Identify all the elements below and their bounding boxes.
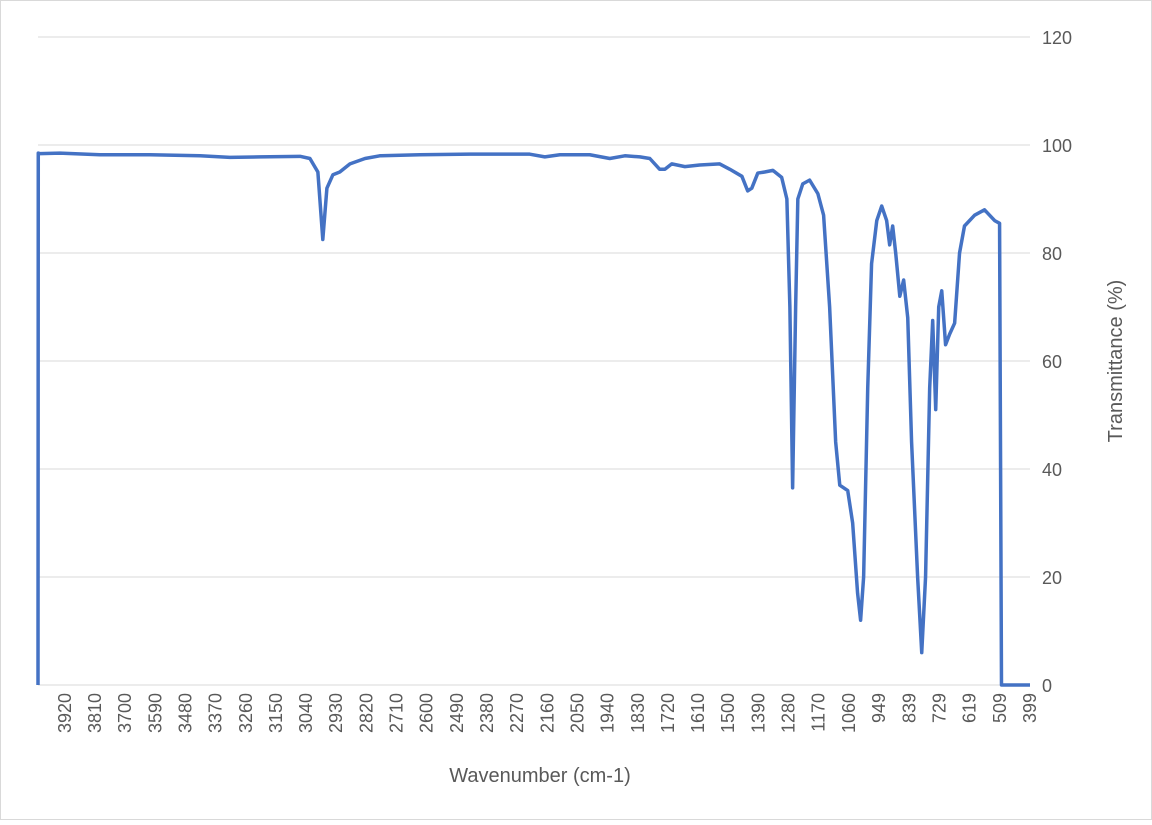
x-tick-label: 1940 xyxy=(598,693,618,733)
y-tick-label: 20 xyxy=(1042,568,1062,588)
x-tick-label: 949 xyxy=(869,693,889,723)
y-axis-title: Transmittance (%) xyxy=(1105,280,1127,443)
x-tick-label: 729 xyxy=(930,693,950,723)
x-tick-label: 2490 xyxy=(447,693,467,733)
grid: 0 20 40 60 80 100 120 3920 3810 3700 3590 3480 3370 3… xyxy=(38,28,1072,733)
x-tick-label: 2710 xyxy=(387,693,407,733)
x-tick-label: 2600 xyxy=(417,693,437,733)
y-tick-label: 80 xyxy=(1042,244,1062,264)
x-tick-label: 1390 xyxy=(748,693,768,733)
x-tick-label: 3810 xyxy=(85,693,105,733)
x-tick-label: 839 xyxy=(899,693,919,723)
x-tick-label: 1500 xyxy=(718,693,738,733)
x-tick-label: 619 xyxy=(960,693,980,723)
x-tick-label: 509 xyxy=(990,693,1010,723)
x-tick-label: 399 xyxy=(1020,693,1040,723)
x-axis-title: Wavenumber (cm-1) xyxy=(449,765,631,787)
x-tick-label: 3260 xyxy=(236,693,256,733)
y-tick-label: 120 xyxy=(1042,28,1072,48)
x-tick-label: 1060 xyxy=(839,693,859,733)
x-tick-label: 3040 xyxy=(296,693,316,733)
x-tick-label: 3370 xyxy=(206,693,226,733)
x-tick-label: 3480 xyxy=(175,693,195,733)
x-tick-label: 1280 xyxy=(779,693,799,733)
x-tick-label: 3920 xyxy=(55,693,75,733)
x-tick-label: 3150 xyxy=(266,693,286,733)
y-tick-label: 100 xyxy=(1042,136,1072,156)
x-tick-label: 1720 xyxy=(658,693,678,733)
x-tick-label: 2050 xyxy=(567,693,587,733)
x-tick-label: 2380 xyxy=(477,693,497,733)
y-tick-label: 60 xyxy=(1042,352,1062,372)
x-tick-label: 3590 xyxy=(145,693,165,733)
x-tick-label: 3700 xyxy=(115,693,135,733)
x-tick-label: 2930 xyxy=(326,693,346,733)
y-tick-label: 0 xyxy=(1042,676,1052,696)
x-tick-label: 1610 xyxy=(688,693,708,733)
x-tick-label: 2160 xyxy=(537,693,557,733)
plot-area xyxy=(36,151,1030,687)
y-tick-label: 40 xyxy=(1042,460,1062,480)
x-tick-label: 1170 xyxy=(809,693,829,732)
x-tick-label: 1830 xyxy=(628,693,648,733)
spectrum-line xyxy=(36,151,1030,687)
x-tick-label: 2270 xyxy=(507,693,527,733)
x-tick-label: 2820 xyxy=(356,693,376,733)
